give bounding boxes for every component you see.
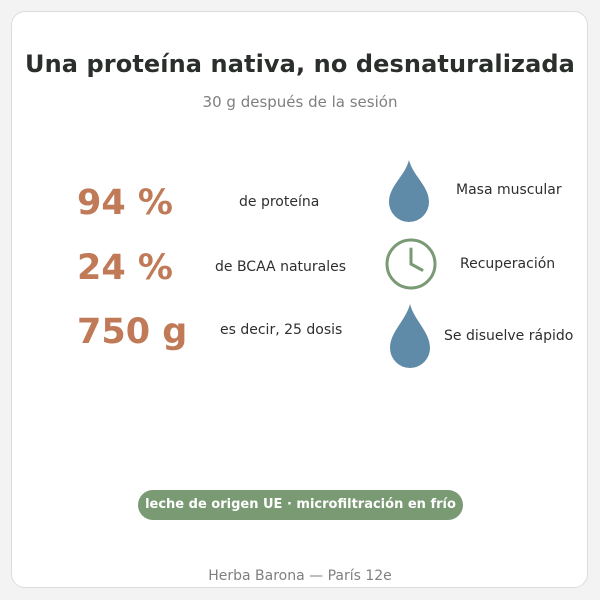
page-title: Una proteína nativa, no desnaturalizada [25, 50, 575, 78]
footer-text: Herba Barona — París 12e [208, 568, 392, 584]
stat-label-weight: es decir, 25 dosis [220, 322, 343, 338]
drop-icon [381, 160, 437, 222]
stat-value-weight: 750 g [77, 312, 188, 352]
stat-value-bcaa: 24 % [77, 248, 173, 288]
origin-badge: leche de origen UE · microfiltración en … [138, 490, 463, 520]
benefit-label-dissolve: Se disuelve rápido [444, 328, 574, 344]
clock-icon [383, 236, 439, 296]
stat-label-bcaa: de BCAA naturales [215, 259, 347, 275]
page-subtitle: 30 g después de la sesión [202, 93, 398, 111]
drop-icon [382, 304, 438, 368]
benefit-label-muscle: Masa muscular [456, 182, 562, 198]
benefit-label-recovery: Recuperación [460, 256, 556, 272]
stat-value-protein: 94 % [77, 183, 173, 223]
stat-label-protein: de proteína [239, 194, 320, 210]
